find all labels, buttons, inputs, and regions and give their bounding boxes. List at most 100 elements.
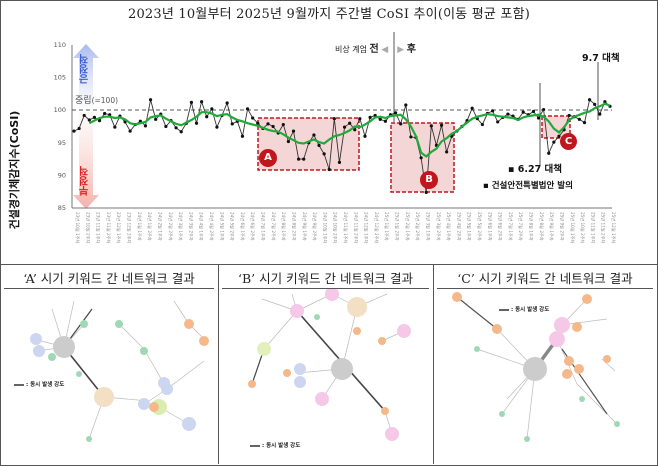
svg-text:24년 9월 2주차: 24년 9월 2주차 — [311, 212, 318, 241]
svg-text:24년 5월 1주차: 24년 5월 1주차 — [218, 212, 225, 241]
svg-text:25년 11월 1주차: 25년 11월 1주차 — [589, 212, 596, 244]
svg-text:25년 10월 1주차: 25년 10월 1주차 — [569, 212, 576, 244]
positive-arrow-icon — [73, 44, 99, 108]
figure-title: 2023년 10월부터 2025년 9월까지 주간별 CoSI 추이(이동 평균… — [127, 7, 531, 22]
network-nodes — [452, 292, 620, 442]
x-tick-labels: 23년 10월 1주차 23년 10월 2주차 23년 11월 1주차 23년 11월… — [74, 212, 617, 244]
svg-text:25년 12월 1주차: 25년 12월 1주차 — [610, 212, 617, 244]
svg-text:25년 9월 2주차: 25년 9월 2주차 — [558, 212, 565, 241]
negative-arrow-icon — [73, 112, 99, 209]
safety-bill-label: ▪ 건설안전특별법안 발의 — [483, 181, 573, 191]
svg-text:25년 9월 1주차: 25년 9월 1주차 — [548, 212, 555, 241]
network-nodes — [30, 319, 209, 442]
safety-bill-text: 건설안전특별법안 발의 — [491, 181, 573, 191]
svg-text:25년 3월 2주차: 25년 3월 2주차 — [435, 212, 442, 241]
svg-text:25년 8월 2주차: 25년 8월 2주차 — [538, 212, 545, 241]
svg-text:24년 11월 2주차: 24년 11월 2주차 — [352, 212, 359, 244]
svg-text:24년 3월 2주차: 24년 3월 2주차 — [187, 212, 194, 241]
svg-text:23년 11월 1주차: 23년 11월 1주차 — [95, 212, 102, 244]
network-panels: ‘A’ 시기 키워드 간 네트워크 결과 — [0, 264, 658, 466]
policy-627-text: 6.27 대책 — [517, 164, 562, 175]
network-b-svg — [248, 287, 411, 447]
neutral-label-text: 중립 — [75, 96, 92, 106]
svg-text:24년 3월 1주차: 24년 3월 1주차 — [177, 212, 184, 241]
panel-a: ‘A’ 시기 키워드 간 네트워크 결과 — [0, 264, 219, 464]
right-arrow-icon: ▶ — [397, 45, 405, 55]
svg-text:25년 1월 1주차: 25년 1월 1주차 — [383, 212, 390, 241]
network-graph-a: : 동시 발생 강도 — [4, 288, 214, 462]
panel-c-legend: : 동시 발생 강도 — [511, 307, 550, 313]
svg-text:25년 1월 2주차: 25년 1월 2주차 — [394, 212, 401, 241]
svg-text:24년 8월 1주차: 24년 8월 1주차 — [280, 212, 287, 241]
svg-text:95: 95 — [58, 139, 66, 147]
svg-text:25년 2월 2주차: 25년 2월 2주차 — [414, 212, 421, 241]
svg-text:24년 11월 1주차: 24년 11월 1주차 — [342, 212, 349, 244]
svg-text:24년 4월 1주차: 24년 4월 1주차 — [198, 212, 205, 241]
svg-text:25년 4월 2주차: 25년 4월 2주차 — [455, 212, 462, 241]
svg-text:24년 10월 2주차: 24년 10월 2주차 — [332, 212, 339, 244]
policy-97-label: 9.7 대책 — [582, 53, 620, 64]
svg-text:25년 7월 2주차: 25년 7월 2주차 — [517, 212, 524, 241]
svg-text:24년 4월 2주차: 24년 4월 2주차 — [208, 212, 215, 241]
svg-text:100: 100 — [54, 106, 66, 114]
martial-before-bold: 전 — [369, 44, 379, 55]
svg-text:23년 12월 1주차: 23년 12월 1주차 — [115, 212, 122, 244]
svg-text:24년 9월 1주차: 24년 9월 1주차 — [301, 212, 308, 241]
svg-text:25년 7월 1주차: 25년 7월 1주차 — [507, 212, 514, 241]
network-a-svg — [14, 300, 209, 442]
svg-text:23년 11월 2주차: 23년 11월 2주차 — [105, 212, 112, 244]
martial-law-annotation: 비상 계엄 전 ◀ ▶ 후 — [335, 40, 416, 55]
svg-text:24년 2월 1주차: 24년 2월 1주차 — [156, 212, 163, 241]
svg-text:23년 10월 2주차: 23년 10월 2주차 — [84, 212, 91, 244]
y-axis-title: 건설경기체감지수(CoSI) — [8, 110, 21, 230]
panel-b-title: ‘B’ 시기 키워드 간 네트워크 결과 — [237, 271, 413, 286]
weekly-cosi-line — [73, 98, 611, 193]
positive-label: 긍정적 — [80, 54, 91, 84]
svg-text:24년 12월 2주차: 24년 12월 2주차 — [373, 212, 380, 244]
svg-text:24년 8월 2주차: 24년 8월 2주차 — [290, 212, 297, 241]
svg-text:24년 2월 2주차: 24년 2월 2주차 — [167, 212, 174, 241]
y-axis-title-wrap: 건설경기체감지수(CoSI) — [2, 104, 24, 244]
svg-text:25년 11월 2주차: 25년 11월 2주차 — [600, 212, 607, 244]
neutral-value: (=100) — [91, 96, 119, 105]
cosi-chart: 85 90 95 100 105 110 23년 10월 1주차 23년 10월 2주차 23… — [0, 24, 658, 265]
panel-b-legend: : 동시 발생 강도 — [262, 443, 301, 449]
panel-a-title: ‘A’ 시기 키워드 간 네트워크 결과 — [23, 271, 195, 286]
panel-b: ‘B’ 시기 키워드 간 네트워크 결과 — [218, 264, 434, 464]
svg-text:25년 8월 1주차: 25년 8월 1주차 — [528, 212, 535, 241]
svg-text:24년 6월 1주차: 24년 6월 1주차 — [239, 212, 246, 241]
neutral-label: 중립(=100) — [75, 93, 118, 106]
network-graph-b: : 동시 발생 강도 — [222, 287, 429, 462]
region-b-badge: B — [420, 171, 438, 189]
svg-text:24년 1월 2주차: 24년 1월 2주차 — [146, 212, 153, 241]
martial-before-text: 비상 계엄 — [335, 45, 367, 54]
svg-text:23년 10월 1주차: 23년 10월 1주차 — [74, 212, 81, 244]
svg-text:25년 3월 1주차: 25년 3월 1주차 — [424, 212, 431, 241]
svg-text:25년 10월 2주차: 25년 10월 2주차 — [579, 212, 586, 244]
svg-text:110: 110 — [54, 41, 66, 49]
y-tick-labels: 85 90 95 100 105 110 — [54, 41, 66, 212]
negative-label: 부정적 — [80, 166, 91, 196]
svg-text:25년 5월 2주차: 25년 5월 2주차 — [476, 212, 483, 241]
martial-after-text: 후 — [406, 44, 416, 55]
svg-text:24년 6월 2주차: 24년 6월 2주차 — [249, 212, 256, 241]
svg-text:24년 7월 2주차: 24년 7월 2주차 — [270, 212, 277, 241]
panel-c-title: ‘C’ 시기 키워드 간 네트워크 결과 — [457, 271, 633, 286]
svg-text:24년 1월 1주차: 24년 1월 1주차 — [136, 212, 143, 241]
network-c-svg — [452, 292, 620, 442]
panel-a-legend: : 동시 발생 강도 — [26, 382, 65, 388]
policy-627-label: ▪ 6.27 대책 — [508, 164, 562, 175]
region-c-badge: C — [560, 133, 577, 150]
svg-text:24년 10월 1주차: 24년 10월 1주차 — [321, 212, 328, 244]
network-graph-c: : 동시 발생 강도 — [437, 288, 653, 462]
svg-text:25년 4월 1주차: 25년 4월 1주차 — [445, 212, 452, 241]
network-nodes — [248, 287, 411, 441]
svg-text:24년 5월 2주차: 24년 5월 2주차 — [229, 212, 236, 241]
svg-text:24년 7월 1주차: 24년 7월 1주차 — [260, 212, 267, 241]
svg-text:25년 5월 1주차: 25년 5월 1주차 — [466, 212, 473, 241]
region-a-badge: A — [259, 149, 277, 167]
svg-text:90: 90 — [58, 171, 66, 179]
moving-average-line — [88, 102, 611, 158]
left-arrow-icon: ◀ — [381, 45, 389, 55]
